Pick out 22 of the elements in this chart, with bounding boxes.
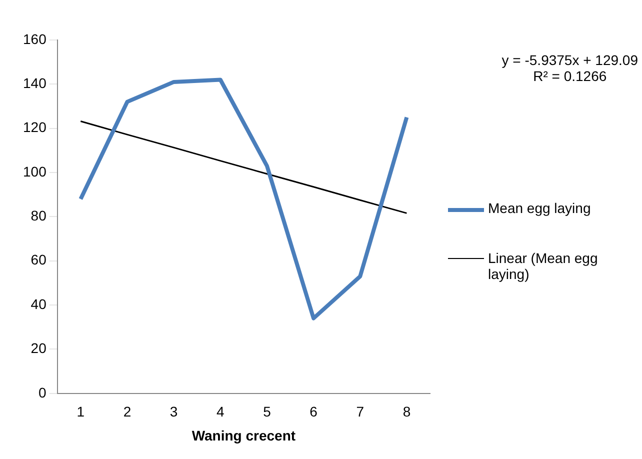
y-tick-label: 160 [23, 30, 47, 47]
y-tick-label: 40 [30, 296, 47, 312]
x-tick-label: 1 [76, 404, 85, 420]
y-tick-label: 140 [23, 75, 47, 92]
y-tick-label: 0 [38, 384, 47, 400]
y-tick-label: 100 [23, 163, 47, 180]
y-tick-label: 60 [30, 252, 47, 268]
x-axis-title: Waning crecent [192, 427, 296, 444]
x-tick-label: 8 [402, 404, 411, 420]
x-tick-label: 2 [123, 404, 132, 420]
legend-label: Mean egg laying [488, 200, 591, 216]
x-tick-label: 7 [356, 404, 364, 420]
y-tick-label: 120 [23, 119, 47, 136]
text: R² = 0.1266 [532, 68, 608, 84]
x-tick-label: 5 [263, 404, 272, 420]
x-tick-label: 4 [216, 404, 224, 420]
x-tick-label: 3 [170, 404, 178, 420]
legend-label: Linear (Mean egg laying) [488, 250, 599, 282]
text: y = -5.9375x + 129.09 [502, 52, 638, 68]
y-tick-label: 20 [30, 340, 47, 356]
y-tick-label: 80 [30, 208, 47, 224]
x-tick-label: 6 [310, 404, 318, 420]
